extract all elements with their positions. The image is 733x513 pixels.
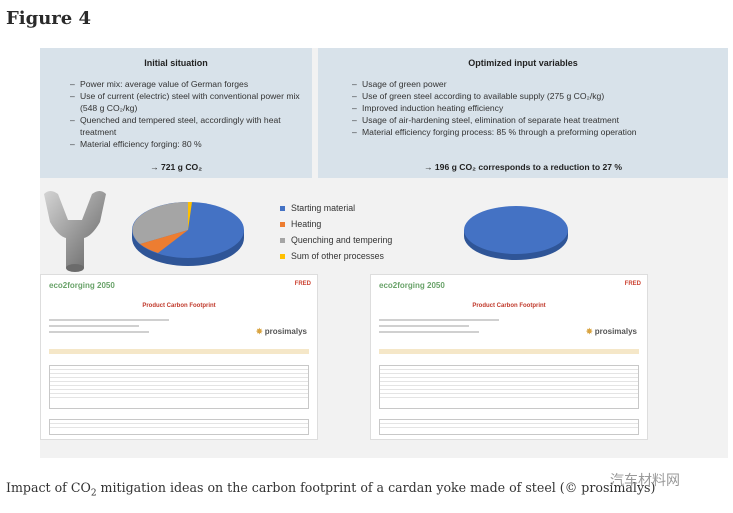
optimized-list: Usage of green power Use of green steel … bbox=[318, 68, 728, 138]
report-summary-bar bbox=[49, 349, 309, 354]
optimized-panel: Optimized input variables Usage of green… bbox=[318, 48, 728, 178]
pcf-report-optimized: eco2forging 2050 FRED Product Carbon Foo… bbox=[370, 274, 648, 440]
legend-label: Quenching and tempering bbox=[291, 235, 393, 245]
cardan-yoke-image bbox=[44, 191, 106, 272]
list-item: Improved induction heating efficiency bbox=[352, 102, 720, 114]
figure-caption: Impact of CO2 mitigation ideas on the ca… bbox=[6, 480, 655, 499]
report-text-line bbox=[379, 325, 469, 327]
list-item: Material efficiency forging process: 85 … bbox=[352, 126, 720, 138]
legend-label: Sum of other processes bbox=[291, 251, 384, 261]
report-table bbox=[49, 419, 309, 435]
report-table bbox=[379, 365, 639, 409]
chart-legend: Starting material Heating Quenching and … bbox=[280, 200, 392, 264]
legend-item: Sum of other processes bbox=[280, 248, 392, 264]
caption-text: Impact of CO bbox=[6, 480, 91, 495]
pcf-report-initial: eco2forging 2050 FRED Product Carbon Foo… bbox=[40, 274, 318, 440]
initial-situation-panel: Initial situation Power mix: average val… bbox=[40, 48, 312, 178]
initial-result: → 721 g CO₂ bbox=[149, 162, 203, 172]
initial-situation-list: Power mix: average value of German forge… bbox=[40, 68, 312, 150]
report-fred-label: FRED bbox=[294, 281, 311, 287]
optimized-heading: Optimized input variables bbox=[468, 58, 578, 68]
caption-subscript: 2 bbox=[90, 488, 97, 499]
report-text-line bbox=[49, 331, 149, 333]
report-logo: eco2forging 2050 bbox=[49, 281, 115, 290]
legend-item: Quenching and tempering bbox=[280, 232, 392, 248]
list-item: Quenched and tempered steel, accordingly… bbox=[70, 114, 304, 138]
legend-item: Heating bbox=[280, 216, 392, 232]
optimized-result: → 196 g CO₂ corresponds to a reduction t… bbox=[423, 162, 623, 172]
report-title: Product Carbon Footprint bbox=[472, 303, 546, 309]
watermark: 汽车材料网 bbox=[610, 472, 680, 488]
caption-text: mitigation ideas on the carbon footprint… bbox=[96, 480, 656, 495]
legend-swatch bbox=[280, 253, 285, 259]
figure-panel: Initial situation Power mix: average val… bbox=[40, 48, 728, 458]
report-brand: prosimalys bbox=[256, 327, 307, 336]
legend-swatch bbox=[280, 205, 285, 211]
list-item: Power mix: average value of German forge… bbox=[70, 78, 304, 90]
optimized-pie-chart bbox=[464, 206, 568, 260]
figure-label: Figure 4 bbox=[6, 8, 92, 29]
list-item: Usage of air-hardening steel, eliminatio… bbox=[352, 114, 720, 126]
list-item: Use of green steel according to availabl… bbox=[352, 90, 720, 102]
list-item: Use of current (electric) steel with con… bbox=[70, 90, 304, 114]
list-item: Usage of green power bbox=[352, 78, 720, 90]
legend-label: Starting material bbox=[291, 203, 356, 213]
report-brand: prosimalys bbox=[586, 327, 637, 336]
report-text-line bbox=[379, 319, 499, 321]
initial-pie-chart bbox=[132, 201, 244, 266]
initial-situation-heading: Initial situation bbox=[144, 58, 208, 68]
report-table bbox=[49, 365, 309, 409]
list-item: Material efficiency forging: 80 % bbox=[70, 138, 304, 150]
report-logo: eco2forging 2050 bbox=[379, 281, 445, 290]
legend-swatch bbox=[280, 221, 285, 227]
report-table bbox=[379, 419, 639, 435]
legend-swatch bbox=[280, 237, 285, 243]
report-text-line bbox=[49, 319, 169, 321]
legend-label: Heating bbox=[291, 219, 322, 229]
legend-item: Starting material bbox=[280, 200, 392, 216]
report-fred-label: FRED bbox=[624, 281, 641, 287]
report-title: Product Carbon Footprint bbox=[142, 303, 216, 309]
report-summary-bar bbox=[379, 349, 639, 354]
report-text-line bbox=[49, 325, 139, 327]
report-text-line bbox=[379, 331, 479, 333]
